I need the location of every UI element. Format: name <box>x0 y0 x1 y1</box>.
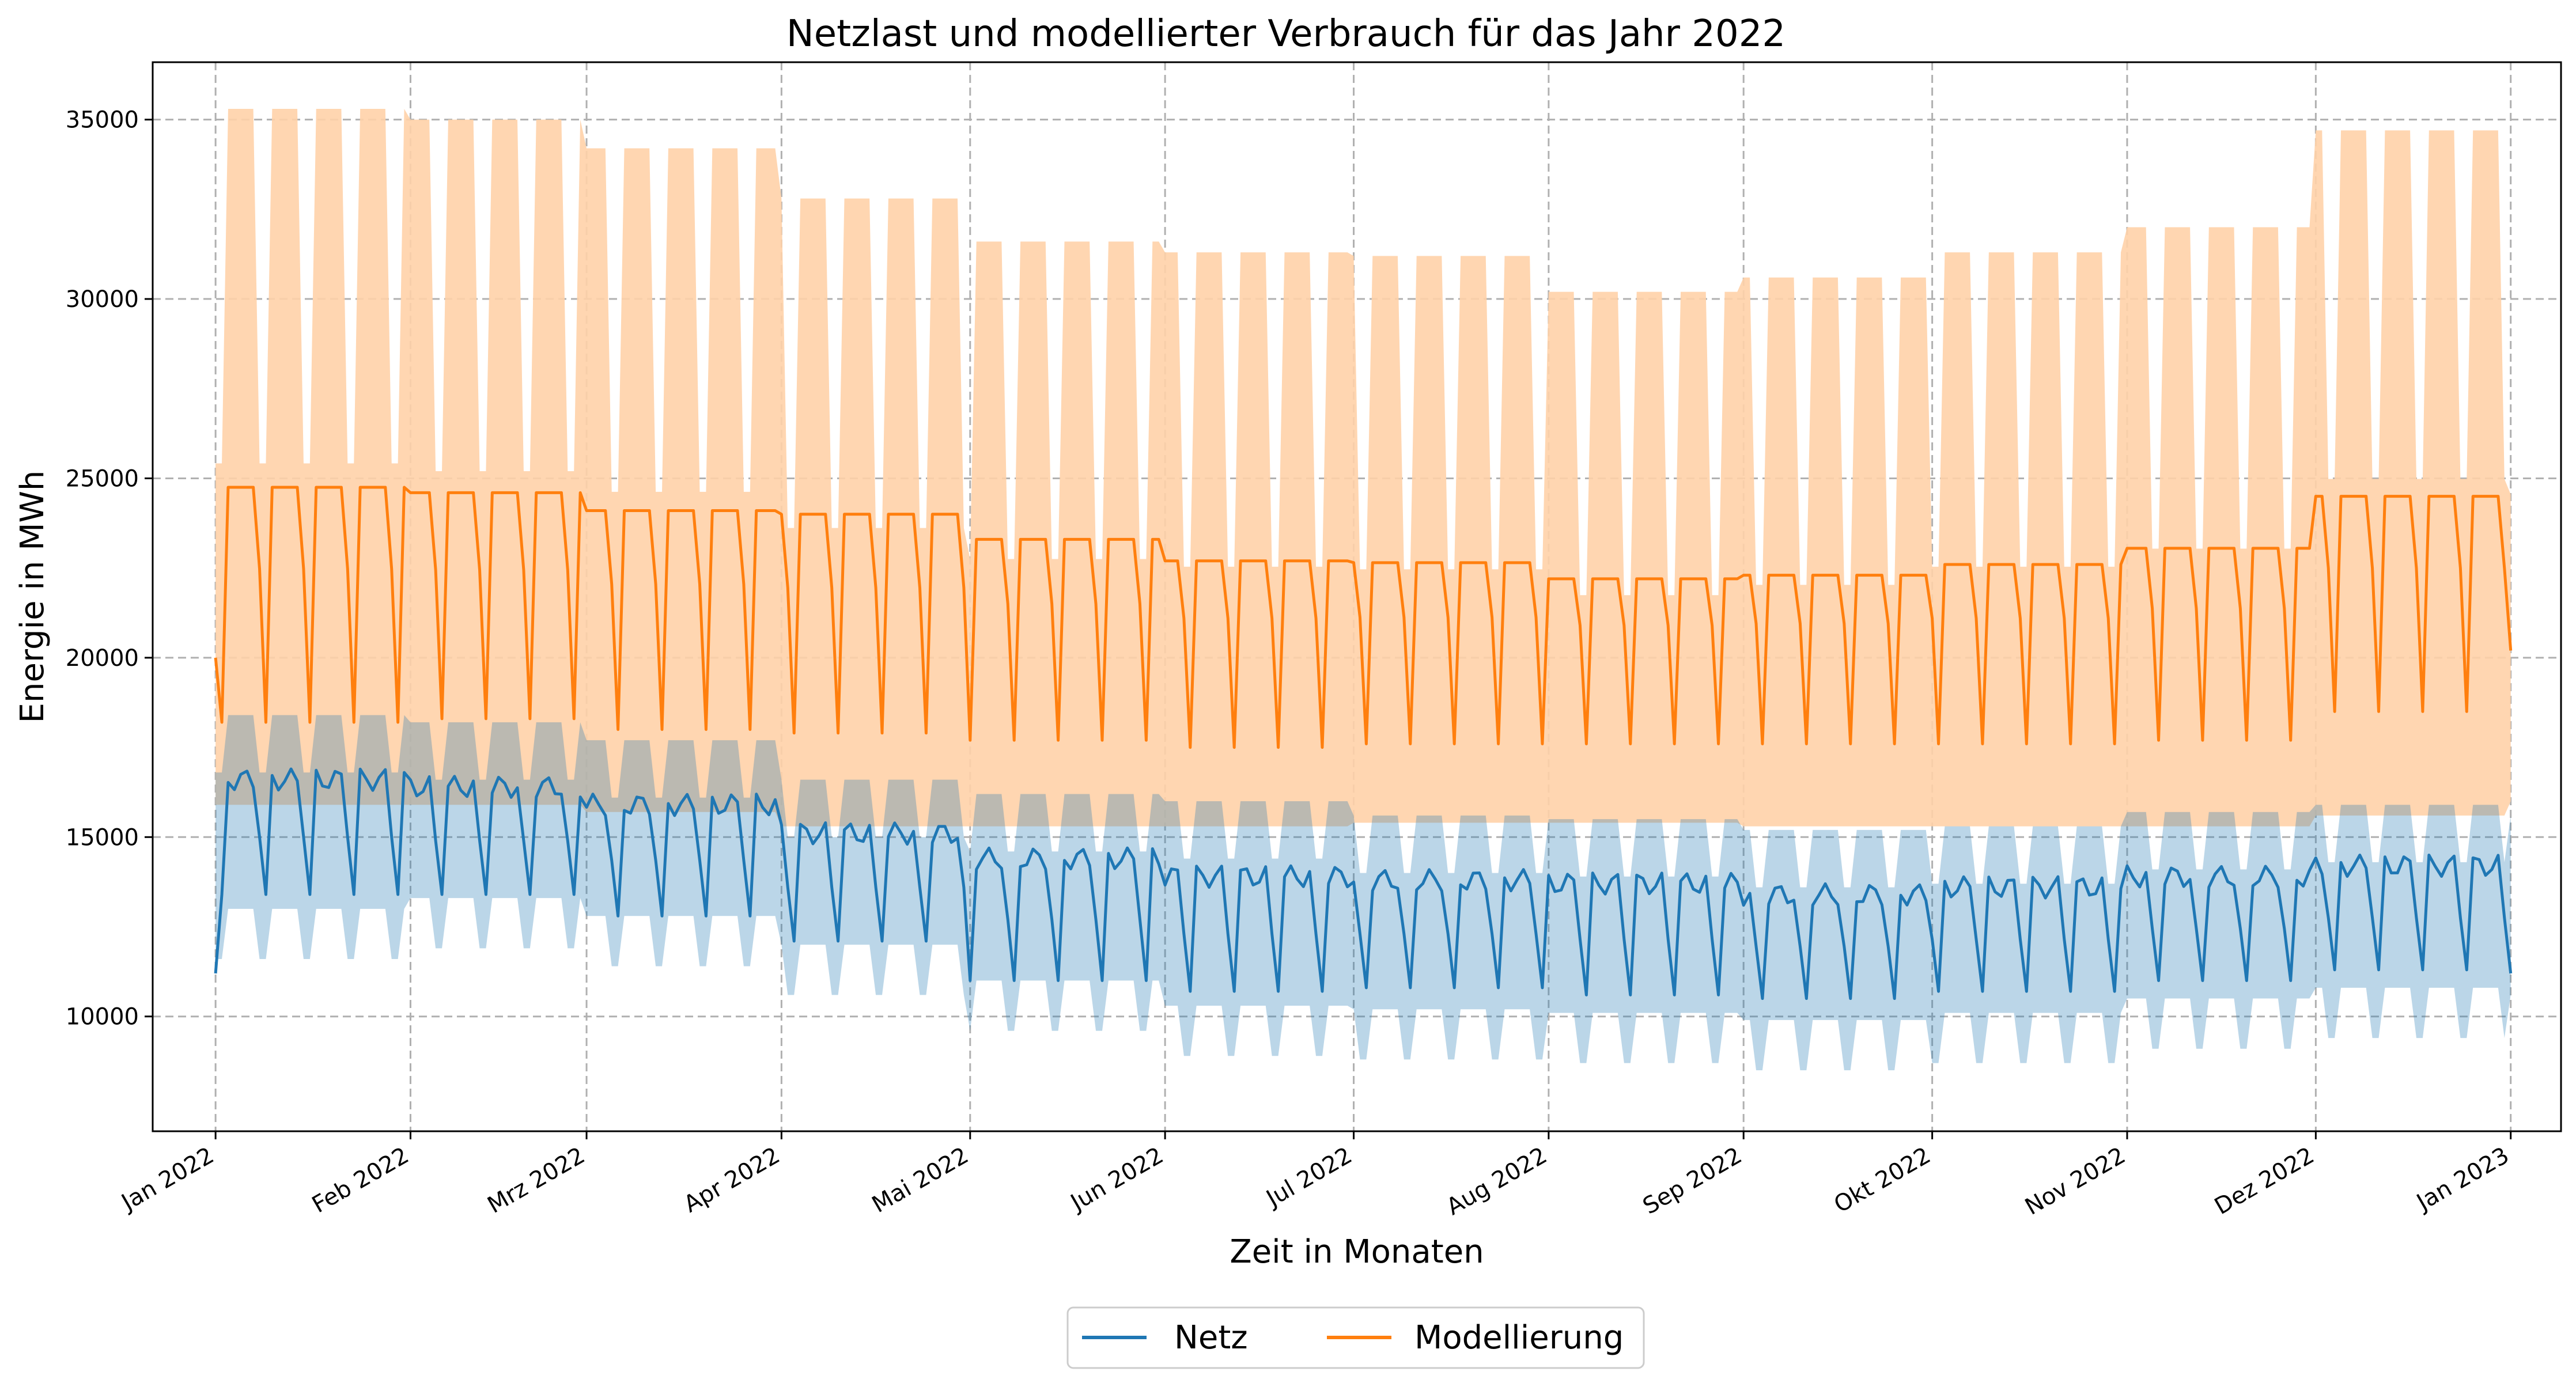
y-tick-label: 10000 <box>66 1004 139 1030</box>
x-tick-label: Nov 2022 <box>2021 1142 2130 1221</box>
x-tick-label: Jan 2023 <box>2411 1142 2514 1217</box>
legend-label-modellierung: Modellierung <box>1414 1319 1624 1356</box>
y-tick-label: 20000 <box>66 645 139 672</box>
y-tick-label: 15000 <box>66 824 139 851</box>
x-tick-label: Jun 2022 <box>1065 1142 1168 1217</box>
x-tick-label: Jul 2022 <box>1261 1142 1357 1213</box>
x-tick-label: Apr 2022 <box>679 1142 784 1218</box>
x-tick-label: Mai 2022 <box>868 1142 973 1218</box>
legend-label-netz: Netz <box>1174 1319 1248 1356</box>
modellierung-line <box>214 486 2513 749</box>
legend: Netz Modellierung <box>1066 1306 1645 1369</box>
x-tick-label: Feb 2022 <box>308 1142 414 1219</box>
series-lines <box>214 486 2513 1001</box>
plot-area <box>152 61 2562 1132</box>
x-axis-ticks: Jan 2022 Feb 2022 Mrz 2022 Apr 2022 Mai 2022… <box>116 1131 2514 1221</box>
bands <box>215 108 2511 1071</box>
x-tick-label: Jan 2022 <box>116 1142 218 1217</box>
y-tick-label: 30000 <box>66 286 139 313</box>
y-tick-label: 25000 <box>66 465 139 492</box>
x-tick-label: Dez 2022 <box>2210 1142 2318 1220</box>
x-tick-label: Sep 2022 <box>1639 1142 1746 1220</box>
x-tick-label: Okt 2022 <box>1830 1142 1935 1218</box>
y-axis-ticks: 10000 15000 20000 25000 30000 35000 <box>66 107 153 1030</box>
modellierung-band <box>215 108 2511 827</box>
netz-line <box>214 767 2513 1001</box>
x-tick-label: Mrz 2022 <box>483 1142 589 1219</box>
y-tick-label: 35000 <box>66 107 139 134</box>
x-tick-label: Aug 2022 <box>1442 1142 1552 1221</box>
x-axis-label: Zeit in Monaten <box>1230 1233 1484 1271</box>
y-axis-label: Energie in MWh <box>14 471 51 723</box>
chart-title: Netzlast und modellierter Verbrauch für … <box>786 13 1786 55</box>
